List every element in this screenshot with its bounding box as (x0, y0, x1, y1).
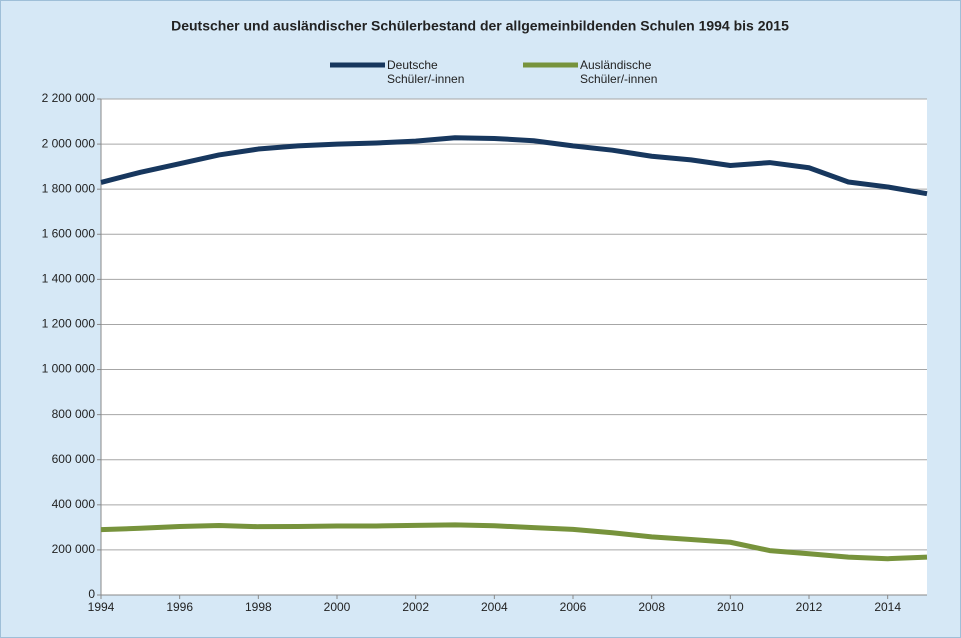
x-tick-label: 2010 (717, 600, 744, 614)
y-tick-label: 200 000 (52, 542, 96, 556)
y-tick-label: 1 200 000 (42, 317, 96, 331)
legend-label: Ausländische Schüler/-innen (580, 58, 658, 86)
x-tick-label: 2008 (638, 600, 665, 614)
legend-label: Deutsche Schüler/-innen (387, 58, 465, 86)
y-tick-label: 800 000 (52, 407, 96, 421)
plot-area (101, 99, 927, 595)
y-tick-label: 2 200 000 (42, 91, 96, 105)
line-series (100, 135, 928, 197)
x-tick-label: 2002 (402, 600, 429, 614)
x-tick-label: 1996 (166, 600, 193, 614)
x-tick-label: 2004 (481, 600, 508, 614)
x-tick-label: 2000 (324, 600, 351, 614)
x-tick-label: 2006 (560, 600, 587, 614)
y-tick-label: 0 (88, 587, 95, 601)
y-tick-label: 2 000 000 (42, 136, 96, 150)
line-series (100, 522, 928, 562)
x-tick-label: 1994 (88, 600, 115, 614)
y-tick-label: 1 400 000 (42, 272, 96, 286)
x-tick-label: 2012 (796, 600, 823, 614)
y-tick-label: 1 800 000 (42, 181, 96, 195)
chart-title: Deutscher und ausländischer Schülerbesta… (171, 18, 789, 34)
x-tick-label: 1998 (245, 600, 272, 614)
x-tick-label: 2014 (874, 600, 901, 614)
y-tick-label: 1 600 000 (42, 226, 96, 240)
y-tick-label: 1 000 000 (42, 362, 96, 376)
y-tick-label: 600 000 (52, 452, 96, 466)
y-tick-label: 400 000 (52, 497, 96, 511)
